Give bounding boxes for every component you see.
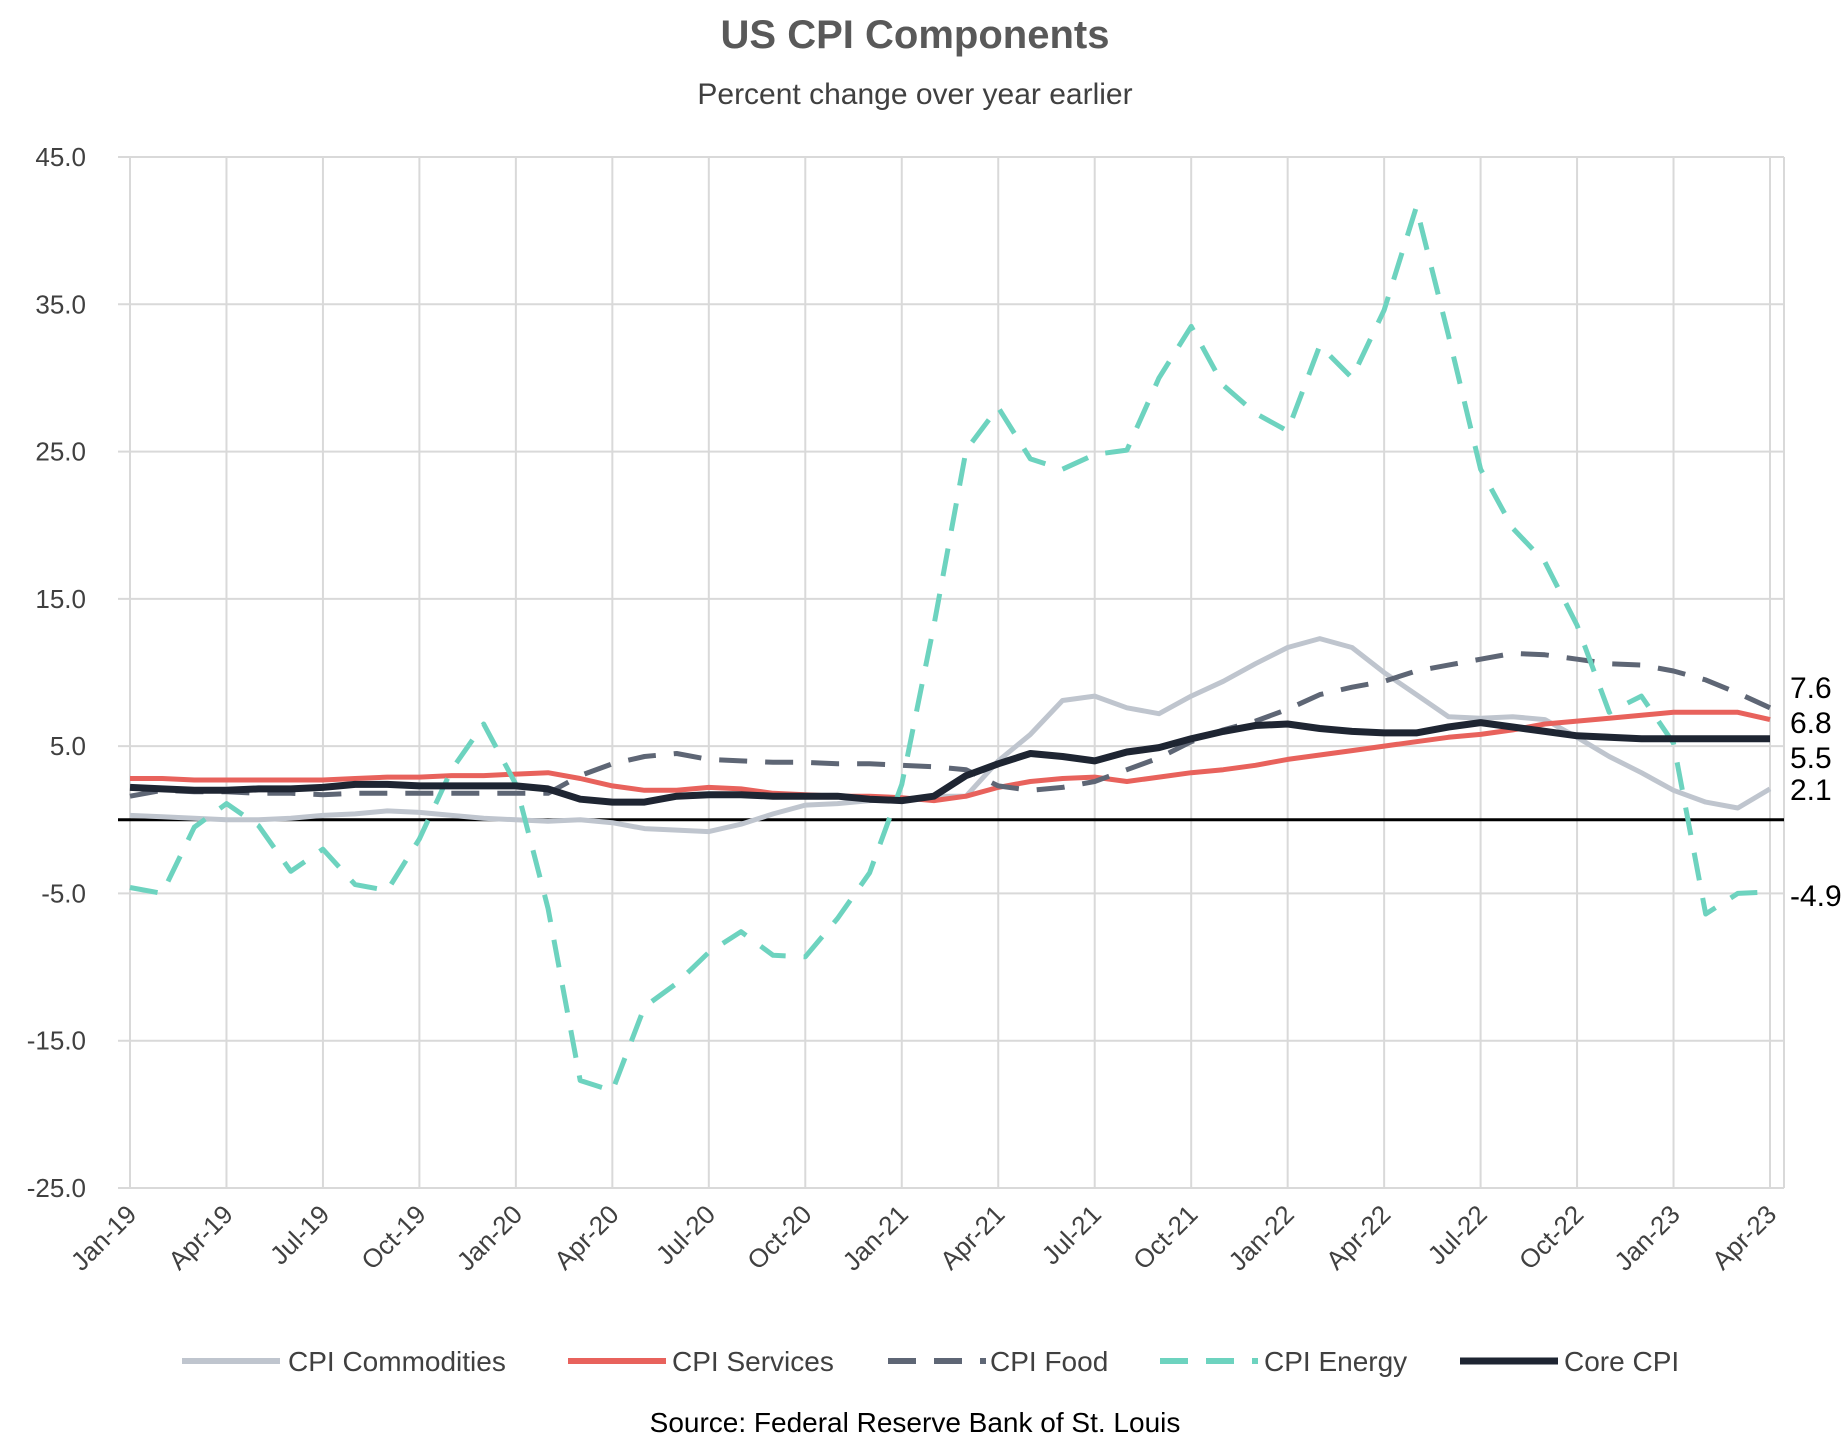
x-tick-label: Jul-20: [650, 1199, 721, 1270]
x-tick-label: Jan-23: [1608, 1199, 1685, 1276]
x-tick-label: Apr-21: [934, 1199, 1010, 1275]
end-label-cpi-services: 6.8: [1790, 707, 1832, 740]
y-tick-label: -5.0: [41, 878, 86, 908]
y-tick-label: -15.0: [27, 1026, 86, 1056]
y-tick-label: 15.0: [35, 584, 86, 614]
end-label-cpi-energy: -4.9: [1790, 880, 1842, 913]
x-tick-label: Oct-19: [355, 1199, 431, 1275]
legend-label: CPI Services: [672, 1346, 834, 1377]
legend: CPI Commodities CPI Services CPI Food CPI E…: [182, 1346, 1679, 1377]
legend-label: Core CPI: [1564, 1346, 1679, 1377]
end-value-labels: 2.1 6.87.6 -4.9 5.5: [1790, 672, 1842, 913]
x-tick-label: Apr-23: [1706, 1199, 1782, 1275]
chart-subtitle: Percent change over year earlier: [697, 78, 1132, 111]
end-label-cpi-commodities: 2.1: [1790, 774, 1832, 807]
x-tick-label: Jan-22: [1222, 1199, 1299, 1276]
legend-label: CPI Food: [990, 1346, 1108, 1377]
series-line-cpi-energy: [129, 204, 1771, 1094]
x-tick-label: Jul-19: [264, 1199, 335, 1270]
x-tick-label: Jan-20: [451, 1199, 528, 1276]
x-axis-ticks: Jan-19 Apr-19 Jul-19 Oct-19 Jan-20 Apr-20 Jul-…: [65, 1199, 1782, 1276]
x-tick-label: Jul-22: [1422, 1199, 1493, 1270]
x-tick-label: Oct-20: [741, 1199, 817, 1275]
series-line-cpi-food: [129, 650, 1772, 799]
x-tick-label: Oct-22: [1513, 1199, 1589, 1275]
legend-label: CPI Commodities: [288, 1346, 506, 1377]
x-tick-label: Apr-19: [162, 1199, 238, 1275]
series-lines: [129, 204, 1772, 1094]
end-label-cpi-food: 7.6: [1790, 672, 1832, 705]
y-axis-ticks: 45.0 35.0 25.0 15.0 5.0 -5.0 -15.0 -25.0: [27, 142, 86, 1203]
y-tick-label: 35.0: [35, 289, 86, 319]
end-label-core-cpi: 5.5: [1790, 742, 1832, 775]
x-tick-label: Oct-21: [1127, 1199, 1203, 1275]
x-tick-label: Apr-22: [1320, 1199, 1396, 1275]
y-tick-label: 25.0: [35, 437, 86, 467]
x-tick-label: Jan-19: [65, 1199, 142, 1276]
source-note: Source: Federal Reserve Bank of St. Loui…: [650, 1407, 1181, 1438]
series-line-cpi-services: [130, 709, 1771, 804]
chart-title: US CPI Components: [721, 13, 1110, 57]
series-line-cpi-commodities: [129, 636, 1772, 835]
y-tick-label: -25.0: [27, 1173, 86, 1203]
series-line-core-cpi: [129, 719, 1770, 806]
x-tick-label: Jan-21: [837, 1199, 914, 1276]
y-tick-label: 5.0: [50, 731, 86, 761]
x-tick-label: Apr-20: [548, 1199, 624, 1275]
gridlines: [118, 156, 1785, 1189]
y-tick-label: 45.0: [35, 142, 86, 172]
x-tick-label: Jul-21: [1036, 1199, 1107, 1270]
legend-label: CPI Energy: [1264, 1346, 1407, 1377]
